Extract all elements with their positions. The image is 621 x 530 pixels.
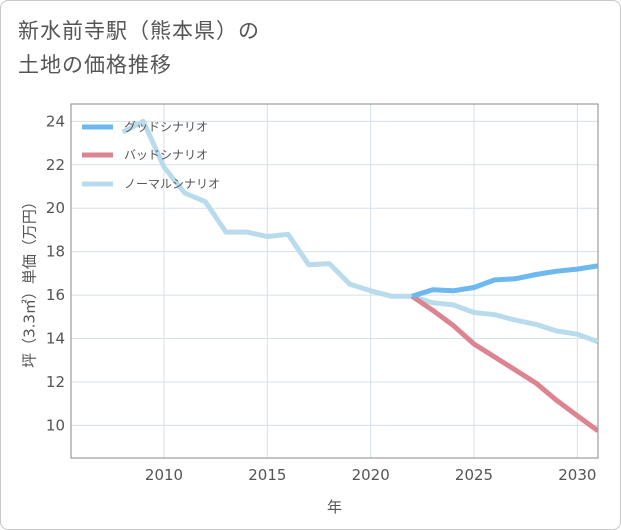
x-tick-label: 2020 [352,466,390,484]
y-tick-label: 10 [46,416,65,434]
y-tick-label: 14 [46,330,65,348]
series-line-good [411,263,598,299]
y-tick-label: 20 [46,199,65,217]
legend-label-good: グッドシナリオ [124,120,208,134]
legend-label-normal: ノーマルシナリオ [124,177,220,191]
chart-title-line1: 新水前寺駅（熊本県）の [18,19,260,43]
grid [71,104,598,458]
legend-label-bad: バッドシナリオ [124,148,208,162]
series-line-bad [410,294,598,433]
x-axis-label: 年 [327,498,342,516]
x-tick-label: 2025 [455,466,493,484]
chart-title: 新水前寺駅（熊本県）の 土地の価格推移 [18,14,260,82]
x-tick-label: 2015 [248,466,286,484]
y-axis-label: 坪（3.3㎡）単価（万円） [21,194,39,368]
chart-title-line2: 土地の価格推移 [18,53,172,77]
y-tick-label: 24 [46,112,65,130]
series-line-normal [121,118,598,345]
y-tick-label: 22 [46,156,65,174]
x-tick-label: 2010 [145,466,183,484]
y-tick-label: 16 [46,286,65,304]
plot-border [70,103,599,459]
x-tick-label: 2030 [558,466,596,484]
y-tick-label: 12 [46,373,65,391]
y-tick-label: 18 [46,243,65,261]
series-lines [121,118,598,433]
axes: 2010 2015 2020 2025 2030 10 12 14 16 18 20 22 24 [46,103,599,484]
